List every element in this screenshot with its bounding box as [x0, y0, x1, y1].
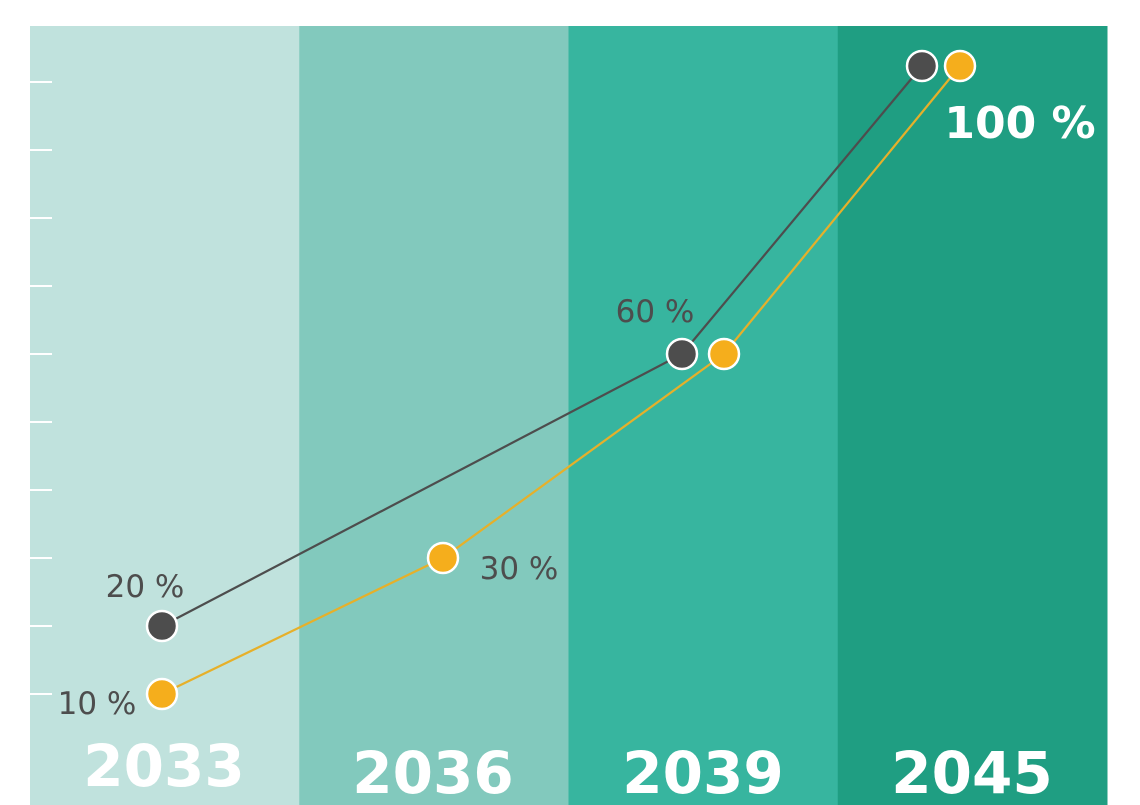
band-2045: [837, 26, 1108, 805]
band-2033: [30, 26, 300, 805]
data-point-2033: [145, 609, 179, 643]
data-point-2039: [707, 337, 741, 371]
data-label: 10 %: [58, 686, 137, 722]
x-tick-label: 2039: [622, 739, 783, 805]
series-line: [161, 65, 961, 695]
data-point-2045: [943, 49, 977, 83]
data-label: 60 %: [616, 294, 695, 330]
x-tick-label: 2036: [352, 739, 513, 805]
data-point-2036: [426, 541, 460, 575]
data-label: 20 %: [106, 569, 185, 605]
data-point-2039: [665, 337, 699, 371]
band-2039: [568, 26, 839, 805]
band-2036: [299, 26, 569, 805]
data-label: 30 %: [480, 551, 559, 587]
x-tick-label: 2045: [891, 739, 1052, 805]
x-tick-label: 2033: [83, 732, 244, 800]
data-point-2033: [145, 677, 179, 711]
data-label: 100 %: [944, 98, 1095, 149]
data-point-2045: [905, 49, 939, 83]
